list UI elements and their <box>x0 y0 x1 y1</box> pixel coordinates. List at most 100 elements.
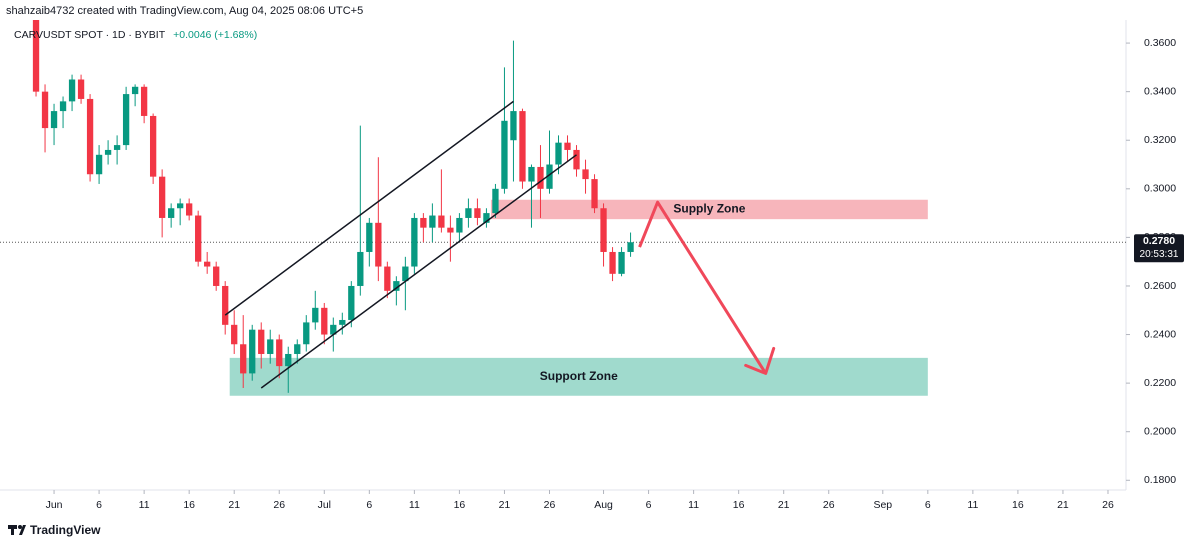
candle-body <box>41 91 49 129</box>
x-tick-label: 16 <box>183 499 195 511</box>
zone <box>229 357 928 396</box>
candle-body <box>113 145 121 150</box>
plot-area <box>0 20 1126 396</box>
candle-body <box>186 203 193 216</box>
candle-body <box>420 217 427 228</box>
candle-body <box>609 251 616 274</box>
y-tick-label: 0.3200 <box>1144 134 1176 146</box>
x-tick-label: 16 <box>1012 499 1024 511</box>
candle-body <box>149 115 157 177</box>
x-tick-label: 16 <box>454 499 466 511</box>
candle-body <box>240 344 247 374</box>
candle-body <box>492 188 499 214</box>
x-tick-label: Jul <box>318 499 331 511</box>
candle-body <box>384 266 391 291</box>
y-tick-label: 0.3000 <box>1144 183 1176 195</box>
candle-body <box>573 149 580 170</box>
arrow-head <box>744 346 776 375</box>
candle-body <box>393 281 400 291</box>
x-tick-label: 21 <box>499 499 511 511</box>
candle-body <box>519 111 526 182</box>
candle-body <box>447 227 454 233</box>
countdown: 20:53:31 <box>1140 249 1179 260</box>
candle-body <box>618 251 625 274</box>
candle-body <box>312 307 319 323</box>
x-tick-label: 6 <box>925 499 931 511</box>
candle-body <box>375 222 382 267</box>
candle-body <box>474 208 481 218</box>
candle-body <box>627 242 634 252</box>
y-tick-label: 0.2400 <box>1144 328 1176 340</box>
candle-body <box>411 217 418 267</box>
x-tick-label: Sep <box>873 499 892 511</box>
x-tick-label: 21 <box>1057 499 1069 511</box>
zone-label: Supply Zone <box>673 202 745 216</box>
candle-body <box>59 101 67 112</box>
y-tick-label: 0.2600 <box>1144 280 1176 292</box>
x-tick-label: 26 <box>1102 499 1114 511</box>
brand: TradingView <box>30 523 101 537</box>
candle-body <box>50 111 58 129</box>
candle-body <box>267 339 274 354</box>
x-tick-label: 11 <box>139 499 150 511</box>
candle-body <box>546 164 553 189</box>
zone-label: Support Zone <box>540 369 618 383</box>
candle-body <box>86 98 94 175</box>
brand-logo <box>8 525 26 535</box>
change: +0.0046 (+1.68%) <box>173 29 257 41</box>
candle-body <box>276 339 283 367</box>
x-tick-label: 16 <box>733 499 745 511</box>
candle-body <box>32 20 40 92</box>
y-tick-label: 0.3400 <box>1144 85 1176 97</box>
y-tick-label: 0.2000 <box>1144 425 1176 437</box>
x-tick-label: 26 <box>544 499 556 511</box>
candle-body <box>501 120 508 189</box>
x-tick-label: 11 <box>967 499 978 511</box>
candle-body <box>357 251 364 286</box>
symbol: CARVUSDT SPOT · 1D · BYBIT <box>14 29 166 41</box>
candle-body <box>104 149 112 155</box>
x-tick-label: 6 <box>96 499 102 511</box>
candle-body <box>456 217 463 233</box>
candle-body <box>366 222 373 252</box>
candle-body <box>330 324 337 335</box>
price-label-bg <box>1134 234 1184 263</box>
x-tick-label: 6 <box>366 499 372 511</box>
candle-body <box>600 208 607 252</box>
channel-line <box>224 100 514 316</box>
candle-body <box>555 142 562 165</box>
candle-body <box>140 86 148 116</box>
candle-body <box>249 329 256 374</box>
x-tick-label: 21 <box>228 499 240 511</box>
candle-body <box>213 266 220 286</box>
candle-body <box>321 307 328 335</box>
x-tick-label: 26 <box>823 499 835 511</box>
header: shahzaib4732 created with TradingView.co… <box>6 5 363 17</box>
candle-body <box>122 94 130 146</box>
candle-body <box>402 266 409 282</box>
candle-body <box>591 179 598 209</box>
x-tick-label: 26 <box>273 499 285 511</box>
candle-body <box>131 86 139 95</box>
channel-line <box>260 154 577 389</box>
candle-body <box>95 154 103 175</box>
candle-body <box>177 203 184 209</box>
candle-body <box>294 344 301 354</box>
candle-body <box>510 111 517 141</box>
candle-body <box>537 166 544 189</box>
x-tick-label: 11 <box>688 499 699 511</box>
candle-body <box>564 142 571 150</box>
candle-body <box>195 215 202 262</box>
x-tick-label: 11 <box>409 499 420 511</box>
candle-body <box>285 353 292 367</box>
x-tick-label: Aug <box>594 499 613 511</box>
candle-body <box>483 213 490 223</box>
candle-body <box>348 285 355 320</box>
candle-body <box>231 324 238 345</box>
candle-body <box>438 215 445 228</box>
y-tick-label: 0.1800 <box>1144 474 1176 486</box>
candle-body <box>339 319 346 325</box>
last-price-label: 0.2780 <box>1143 235 1175 247</box>
